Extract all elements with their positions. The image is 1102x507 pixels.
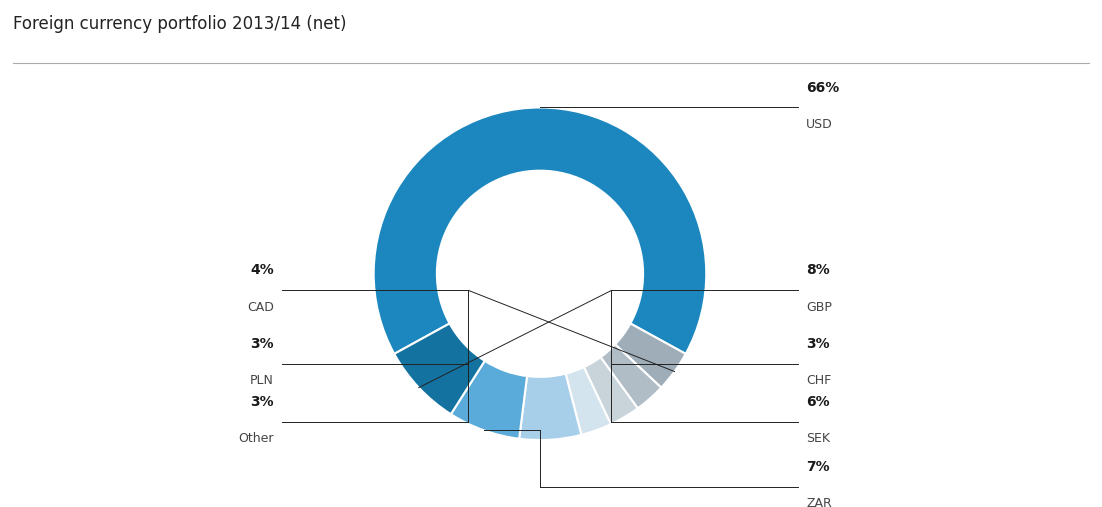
- Text: CHF: CHF: [806, 374, 831, 387]
- Wedge shape: [601, 344, 661, 408]
- Wedge shape: [395, 323, 485, 414]
- Text: GBP: GBP: [806, 301, 832, 313]
- Text: 6%: 6%: [806, 395, 830, 409]
- Text: Foreign currency portfolio 2013/14 (net): Foreign currency portfolio 2013/14 (net): [13, 15, 347, 33]
- Text: PLN: PLN: [250, 374, 274, 387]
- Text: SEK: SEK: [806, 432, 830, 445]
- Wedge shape: [374, 107, 706, 354]
- Text: 4%: 4%: [250, 264, 274, 277]
- Wedge shape: [615, 323, 685, 388]
- Text: CAD: CAD: [247, 301, 274, 313]
- Text: 3%: 3%: [806, 337, 830, 351]
- Text: USD: USD: [806, 118, 833, 131]
- Text: 7%: 7%: [806, 460, 830, 474]
- Text: 8%: 8%: [806, 264, 830, 277]
- Text: 3%: 3%: [250, 337, 274, 351]
- Wedge shape: [584, 357, 638, 424]
- Wedge shape: [565, 367, 611, 435]
- Text: ZAR: ZAR: [806, 497, 832, 507]
- Wedge shape: [519, 374, 582, 440]
- Text: 3%: 3%: [250, 395, 274, 409]
- Wedge shape: [451, 361, 527, 439]
- Text: Other: Other: [238, 432, 274, 445]
- Text: 66%: 66%: [806, 81, 840, 94]
